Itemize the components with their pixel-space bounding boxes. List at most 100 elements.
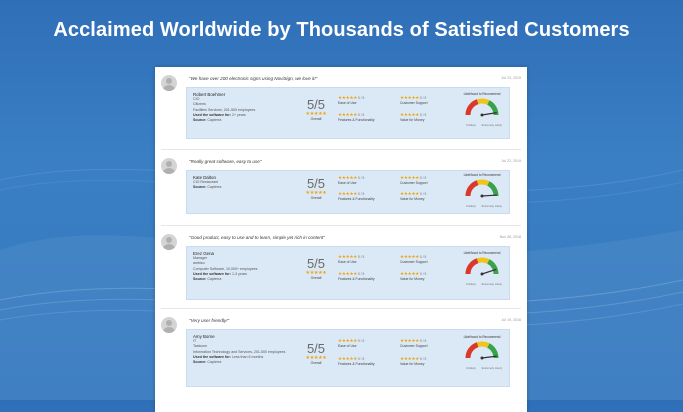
review-details-box: Robert Boehmer CIO Citizens Facilities S…: [186, 87, 510, 139]
support-value: 5 / 5: [420, 176, 427, 180]
star-rating-icon: ★★★★★: [400, 112, 420, 117]
gauge-low-label: Unlikely: [466, 366, 476, 370]
gauge-icon: [465, 341, 499, 360]
gauge-needle: [481, 355, 497, 359]
review-quote: "Very user friendly!": [189, 318, 230, 323]
gauge-high-label: Extremely Likely: [481, 282, 502, 286]
value-label: Value for Money: [400, 361, 425, 366]
value-value: 5 / 5: [420, 272, 427, 276]
ease-of-use-rating: ★★★★★ 5 / 5 Ease of Use: [338, 338, 365, 348]
reviewer-info: Robert Boehmer CIO Citizens Facilities S…: [193, 92, 255, 123]
gauge-hub: [480, 194, 484, 198]
gauge-title: Likelihood to Recommend: [463, 251, 501, 255]
review-quote: "Really great software, easy to use": [189, 159, 262, 164]
source-label: Source:: [193, 118, 207, 123]
gauge-segment: [476, 257, 490, 264]
gauge-title: Likelihood to Recommend: [463, 335, 501, 339]
source-label: Source:: [193, 277, 207, 282]
support-value: 5 / 5: [420, 255, 427, 259]
used-label: Used the software for:: [193, 354, 231, 359]
star-rating-icon: ★★★★★: [400, 356, 420, 361]
source-label: Source:: [193, 360, 207, 365]
overall-label: Overall: [310, 276, 322, 280]
star-rating-icon: ★★★★★: [338, 338, 358, 343]
gauge-title: Likelihood to Recommend: [463, 173, 501, 177]
used-label: Used the software for:: [193, 112, 231, 117]
source-value: Capterra: [207, 360, 222, 365]
value-rating: ★★★★★ 5 / 5 Value for Money: [400, 271, 427, 281]
ease-of-use-rating: ★★★★★ 5 / 5 Ease of Use: [338, 254, 365, 264]
divider: [161, 149, 521, 150]
value-value: 5 / 5: [420, 357, 427, 361]
avatar: [161, 317, 177, 333]
gauge-high-label: Extremely Likely: [481, 123, 502, 127]
overall-label: Overall: [310, 361, 322, 365]
support-value: 5 / 5: [420, 96, 427, 100]
ease-label: Ease of Use: [338, 180, 357, 185]
features-label: Features & Functionality: [338, 196, 375, 201]
page-headline: Acclaimed Worldwide by Thousands of Sati…: [53, 19, 630, 41]
review-card: "We have over 200 electronic signs using…: [155, 67, 527, 149]
recommend-gauge: Likelihood to Recommend Unlikely Extremel…: [462, 173, 502, 209]
gauge-segment: [476, 98, 490, 105]
overall-score: 5/5: [306, 176, 326, 191]
gauge-hub: [480, 356, 484, 360]
source-value: Capterra: [207, 277, 222, 282]
overall-label: Overall: [310, 196, 322, 200]
features-label: Features & Functionality: [338, 117, 375, 122]
reviewer-company: ambisu: [193, 261, 205, 266]
review-date: Nov 28, 2018: [499, 235, 521, 239]
reviewer-industry: Information Technology and Services, 201…: [193, 349, 286, 354]
reviewer-industry: Computer Software, 10,000+ employees: [193, 266, 258, 271]
support-label: Customer Support: [400, 180, 428, 185]
ease-value: 5 / 5: [358, 255, 365, 259]
recommend-gauge: Likelihood to Recommend Unlikely Extremel…: [462, 92, 502, 128]
review-date: Jul 19, 2016: [501, 318, 521, 322]
star-rating-icon: ★★★★★: [400, 95, 420, 100]
support-label: Customer Support: [400, 259, 428, 264]
gauge-segment: [465, 99, 479, 116]
value-rating: ★★★★★ 5 / 5 Value for Money: [400, 191, 426, 201]
reviewer-title: CIO: [193, 97, 200, 102]
review-date: Jul 23, 2019: [501, 76, 521, 80]
review-details-box: Amy Borne IT Taskcom Information Technol…: [186, 329, 510, 387]
reviewer-name: Amy Borne: [193, 334, 215, 339]
gauge-icon: [465, 257, 499, 276]
overall-rating: 5/5 ★★★★★ Overall: [302, 98, 330, 121]
overall-rating: 5/5 ★★★★★ Overall: [302, 342, 330, 365]
used-value: 2+ years: [231, 112, 246, 117]
star-rating-icon: ★★★★★: [338, 112, 358, 117]
ease-label: Ease of Use: [338, 100, 357, 105]
gauge-hub: [480, 113, 484, 117]
reviewer-company: Citizens: [193, 102, 206, 107]
review-date: Jul 22, 2019: [501, 159, 521, 163]
overall-rating: 5/5 ★★★★★ Overall: [302, 257, 330, 280]
used-label: Used the software for:: [193, 271, 231, 276]
star-rating-icon: ★★★★★: [338, 95, 358, 100]
review-card: "Really great software, easy to use" Jul…: [155, 150, 527, 225]
ease-of-use-rating: ★★★★★ 5 / 5 Ease of Use: [338, 95, 364, 105]
star-rating-icon: ★★★★★: [305, 270, 327, 276]
star-rating-icon: ★★★★★: [305, 111, 327, 117]
used-value: 1-3 years: [231, 271, 247, 276]
value-label: Value for Money: [400, 117, 425, 122]
star-rating-icon: ★★★★★: [338, 271, 358, 276]
reviewer-info: Erez Gena Manager ambisu Computer Softwa…: [193, 251, 257, 282]
reviewer-title: Manager: [193, 256, 208, 261]
features-rating: ★★★★★ 5 / 5 Features & Functionality: [338, 191, 375, 201]
features-value: 5 / 5: [358, 113, 365, 117]
features-value: 5 / 5: [358, 192, 365, 196]
star-rating-icon: ★★★★★: [338, 356, 358, 361]
gauge-needle: [481, 194, 498, 197]
gauge-segment: [486, 181, 499, 197]
ease-of-use-rating: ★★★★★ 5 / 5 Ease of Use: [338, 175, 364, 185]
star-rating-icon: ★★★★★: [338, 175, 358, 180]
reviewer-name: Erez Gena: [193, 251, 214, 256]
ease-value: 5 / 5: [358, 339, 365, 343]
gauge-segment: [486, 100, 499, 116]
reviewer-info: Amy Borne IT Taskcom Information Technol…: [193, 334, 288, 365]
gauge-needle: [481, 268, 497, 275]
recommend-gauge: Likelihood to Recommend Unlikely Extremel…: [462, 251, 502, 287]
customer-support-rating: ★★★★★ 5 / 5 Customer Support: [400, 254, 428, 264]
gauge-low-label: Unlikely: [466, 282, 476, 286]
